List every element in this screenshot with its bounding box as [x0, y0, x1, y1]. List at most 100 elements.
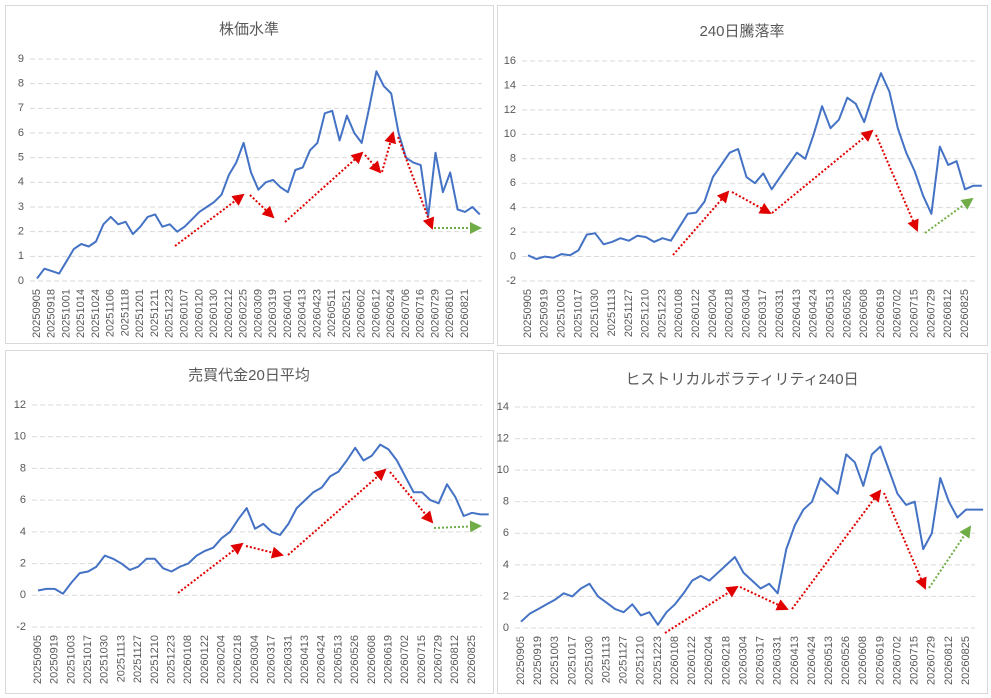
x-tick-label: 20250919 — [532, 636, 544, 685]
arrow — [284, 151, 364, 223]
x-tick-label: 20260812 — [942, 289, 954, 338]
arrow — [791, 489, 882, 610]
x-tick-label: 20260122 — [690, 289, 702, 338]
y-tick-label: 4 — [20, 526, 26, 538]
x-tick-label: 20260825 — [960, 636, 972, 685]
x-tick-label: 20260218 — [720, 636, 732, 685]
y-tick-label: 2 — [20, 557, 26, 569]
x-tick-label: 20260513 — [824, 289, 836, 338]
arrow — [739, 586, 789, 611]
y-tick-label: -2 — [16, 621, 26, 633]
x-tick-label: 20260526 — [840, 636, 852, 685]
x-tick-label: 20260825 — [959, 289, 971, 338]
x-tick-label: 20260716 — [415, 289, 427, 338]
x-tick-label: 20251030 — [583, 636, 595, 685]
x-tick-label: 20260331 — [772, 636, 784, 685]
x-tick-label: 20260608 — [857, 636, 869, 685]
y-tick-label: 8 — [503, 496, 509, 508]
x-tick-label: 20260729 — [926, 636, 938, 685]
y-tick-label: 6 — [503, 527, 509, 539]
x-tick-label: 20260413 — [299, 635, 311, 684]
x-tick-label: 20260130 — [208, 289, 220, 338]
arrow — [287, 468, 387, 556]
x-tick-label: 20260331 — [282, 635, 294, 684]
x-tick-label: 20260619 — [874, 636, 886, 685]
x-tick-label: 20250919 — [539, 289, 551, 338]
y-tick-label: 3 — [18, 201, 24, 213]
y-tick-label: 4 — [510, 202, 516, 214]
y-tick-label: 5 — [18, 152, 24, 164]
x-tick-label: 20260204 — [703, 636, 715, 685]
x-tick-label: 20260317 — [755, 636, 767, 685]
x-tick-label: 20260526 — [841, 289, 853, 338]
x-tick-label: 20251210 — [640, 289, 652, 338]
y-tick-label: 10 — [504, 128, 516, 140]
arrow — [433, 520, 482, 533]
x-tick-label: 20250905 — [515, 636, 527, 685]
panel — [497, 353, 988, 694]
chart-title: 240日騰落率 — [699, 22, 784, 40]
y-tick-label: 6 — [18, 127, 24, 139]
x-tick-label: 20251127 — [618, 636, 630, 684]
x-tick-label: 20251113 — [606, 289, 618, 336]
x-tick-label: 20260423 — [311, 289, 323, 338]
x-tick-label: 20251223 — [656, 289, 668, 338]
x-tick-label: 20260521 — [341, 289, 353, 338]
y-tick-label: 12 — [14, 399, 26, 411]
arrow — [771, 129, 874, 214]
y-tick-label: 4 — [503, 559, 509, 571]
arrow — [924, 197, 974, 234]
y-tick-label: 0 — [20, 589, 26, 601]
x-tick-label: 20260715 — [416, 635, 428, 684]
x-tick-label: 20260513 — [332, 635, 344, 684]
x-tick-label: 20260729 — [429, 289, 441, 338]
x-tick-label: 20260413 — [791, 289, 803, 338]
data-line — [36, 70, 481, 280]
x-tick-label: 20260218 — [724, 289, 736, 338]
x-tick-label: 20250919 — [49, 635, 61, 684]
x-tick-label: 20251201 — [134, 289, 146, 338]
annotation-arrows — [174, 129, 974, 634]
x-tick-label: 20251030 — [589, 289, 601, 338]
x-tick-label: 20260413 — [297, 289, 309, 338]
y-tick-label: 1 — [18, 250, 24, 262]
arrow — [245, 545, 284, 559]
x-tick-label: 20260304 — [737, 636, 749, 685]
y-tick-label: 14 — [497, 401, 509, 413]
y-tick-label: 8 — [20, 462, 26, 474]
x-tick-label: 20250905 — [32, 635, 44, 684]
x-tick-label: 20260218 — [232, 635, 244, 684]
y-tick-label: 0 — [510, 250, 516, 262]
x-tick-label: 20251113 — [600, 636, 612, 683]
x-tick-label: 20251223 — [652, 636, 664, 685]
arrow — [731, 191, 772, 214]
arrow — [249, 194, 275, 219]
x-tick-label: 20260702 — [891, 636, 903, 685]
y-tick-label: 12 — [504, 104, 516, 116]
x-tick-label: 20260825 — [466, 635, 478, 684]
x-tick-label: 20251127 — [623, 289, 635, 337]
y-tick-label: 10 — [14, 431, 26, 443]
x-tick-label: 20260204 — [216, 635, 228, 684]
y-tick-label: 16 — [504, 55, 516, 67]
x-tick-label: 20260317 — [757, 289, 769, 338]
x-tick-label: 20260424 — [806, 636, 818, 685]
panel — [5, 5, 494, 344]
y-tick-label: 8 — [510, 153, 516, 165]
x-tick-label: 20260424 — [808, 289, 820, 338]
x-tick-label: 20251017 — [566, 636, 578, 685]
data-line — [37, 443, 489, 595]
arrow — [928, 525, 972, 589]
x-tick-label: 20251211 — [149, 289, 161, 337]
x-tick-label: 20250905 — [522, 289, 534, 338]
x-tick-label: 20260108 — [669, 636, 681, 685]
x-tick-label: 20251118 — [119, 289, 131, 336]
panel — [5, 350, 494, 694]
x-tick-label: 20251017 — [82, 635, 94, 684]
x-tick-label: 20260729 — [433, 635, 445, 684]
x-tick-label: 20260225 — [238, 289, 250, 338]
x-tick-label: 20260413 — [789, 636, 801, 685]
x-tick-label: 20260331 — [774, 289, 786, 338]
x-tick-label: 20250918 — [46, 289, 58, 338]
arrow — [883, 492, 927, 590]
